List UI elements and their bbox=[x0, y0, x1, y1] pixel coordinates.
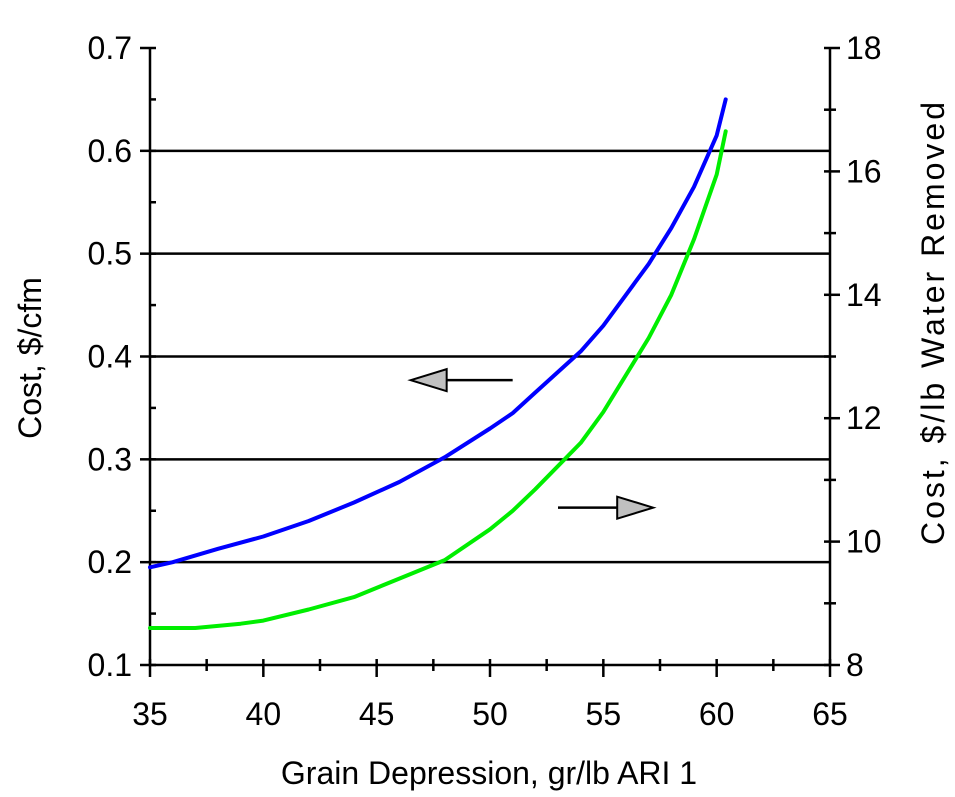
y-tick-label: 0.7 bbox=[88, 30, 132, 66]
arrow-right-axis bbox=[558, 495, 657, 521]
labels: Grain Depression, gr/lb ARI 1 Cost, $/cf… bbox=[12, 99, 951, 791]
series-line-cost-per-lb-water bbox=[148, 129, 728, 630]
y-tick-label: 0.6 bbox=[88, 133, 132, 169]
y2-tick-label: 14 bbox=[846, 277, 882, 313]
y-tick-label: 0.2 bbox=[88, 544, 132, 580]
y-tick-label: 0.5 bbox=[88, 236, 132, 272]
x-tick-label: 40 bbox=[246, 696, 282, 732]
y-tick-label: 0.3 bbox=[88, 441, 132, 477]
series-line-cost-per-cfm bbox=[148, 97, 728, 570]
arrow-head bbox=[616, 495, 657, 521]
grid-lines bbox=[150, 149, 830, 564]
x-tick-label: 45 bbox=[359, 696, 395, 732]
y-axis-title: Cost, $/cfm bbox=[12, 277, 48, 439]
x-tick-label: 65 bbox=[812, 696, 848, 732]
y2-tick-label: 10 bbox=[846, 524, 882, 560]
axes: 0.1 0.2 0.3 0.4 0.5 0.6 0.7 8 10 12 14 16 18 35 40 45 50… bbox=[88, 30, 882, 732]
x-tick-label: 50 bbox=[472, 696, 508, 732]
y2-tick-label: 18 bbox=[846, 30, 882, 66]
y-tick-label: 0.4 bbox=[88, 339, 132, 375]
arrow-head bbox=[407, 367, 448, 393]
y2-tick-label: 16 bbox=[846, 153, 882, 189]
y-tick-label: 0.1 bbox=[88, 647, 132, 683]
y2-axis-title: Cost, $/lb Water Removed bbox=[915, 99, 951, 545]
arrow-left-axis bbox=[407, 367, 513, 393]
x-axis-title: Grain Depression, gr/lb ARI 1 bbox=[281, 755, 697, 791]
annotations bbox=[407, 367, 657, 521]
y2-tick-label: 12 bbox=[846, 400, 882, 436]
x-tick-label: 60 bbox=[699, 696, 735, 732]
x-tick-label: 55 bbox=[586, 696, 622, 732]
x-tick-label: 35 bbox=[132, 696, 168, 732]
y2-tick-label: 8 bbox=[846, 647, 864, 683]
series-layer bbox=[148, 97, 728, 630]
